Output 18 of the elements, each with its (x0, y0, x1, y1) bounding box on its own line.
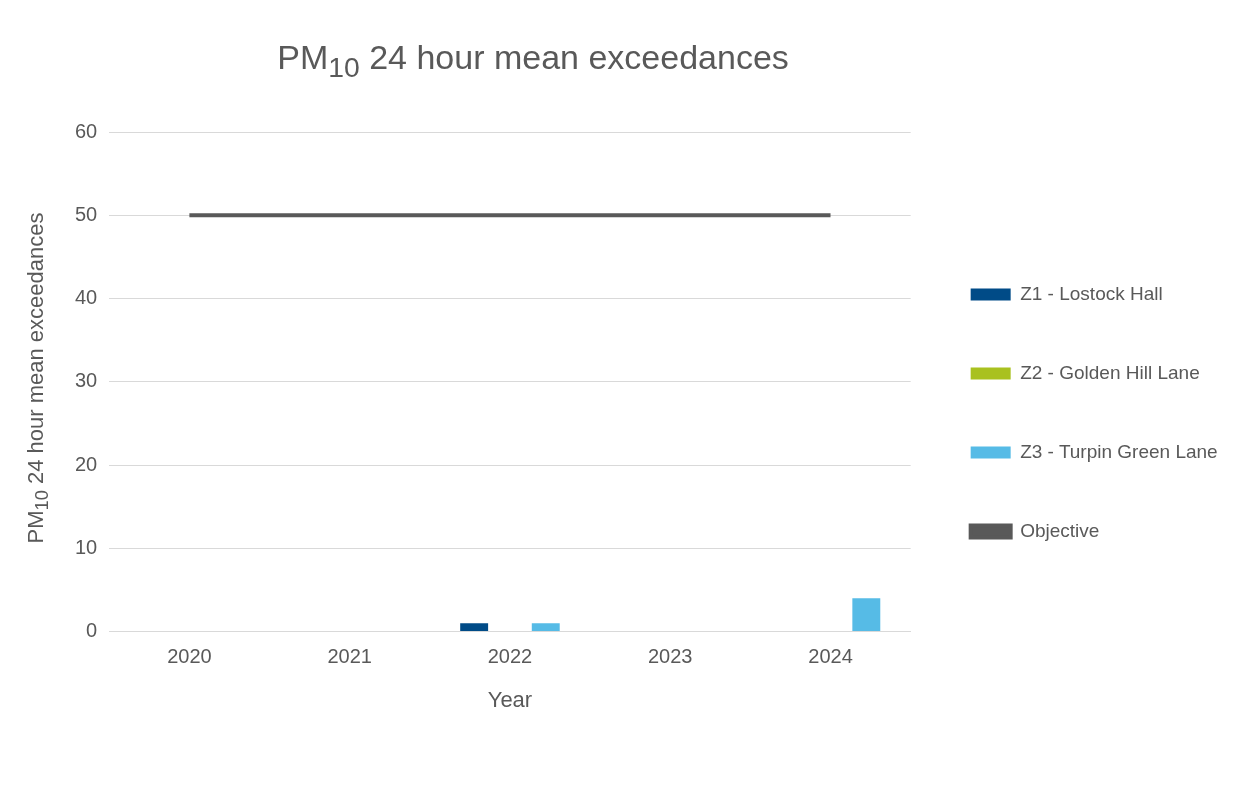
chart-title: PM$_{10}$ 24 hour mean exceedances (276, 38, 790, 84)
legend-label: Objective (1020, 519, 1100, 541)
x-tick-label: 2020 (167, 645, 212, 668)
x-tick-label: 2021 (327, 645, 372, 668)
x-tick-label: 2023 (647, 645, 693, 668)
y-tick-label: 40 (75, 286, 98, 309)
x-tick-label: 2024 (808, 645, 853, 668)
y-tick-label: 30 (75, 369, 98, 392)
y-tick-label: 10 (75, 535, 98, 558)
x-tick-label: 2022 (487, 645, 533, 668)
legend-label: Z1 - Lostock Hall (1020, 282, 1163, 304)
legend-label: Z2 - Golden Hill Lane (1020, 361, 1200, 383)
legend-label: Z3 - Turpin Green Lane (1020, 440, 1218, 462)
y-tick-label: 0 (86, 619, 98, 642)
y-tick-label: 20 (75, 452, 98, 475)
y-tick-label: 50 (75, 202, 98, 225)
y-tick-label: 60 (75, 119, 98, 142)
x-axis-title: Year (487, 686, 533, 712)
